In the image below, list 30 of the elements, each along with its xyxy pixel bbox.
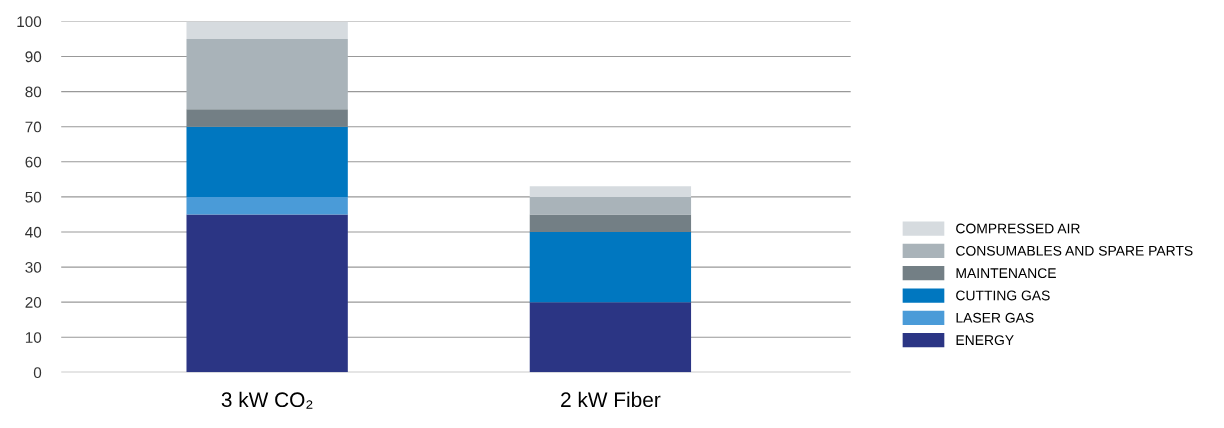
y-tick-label: 50 (25, 191, 42, 203)
y-tick-label: 80 (25, 86, 42, 98)
y-tick-label: 40 (25, 226, 42, 238)
legend-label: MAINTENANCE (956, 268, 1056, 279)
bar (529, 196, 692, 215)
legend-label: CUTTING GAS (956, 290, 1050, 301)
bar (186, 38, 348, 110)
legend-label: LASER GAS (956, 312, 1034, 323)
bar (186, 196, 348, 215)
bar (529, 231, 692, 303)
bar (529, 302, 692, 373)
y-tick-label: 10 (25, 332, 42, 343)
legend-label: ENERGY (956, 335, 1014, 346)
legend-label: COMPRESSED AIR (956, 223, 1080, 234)
bar (529, 186, 692, 197)
y-tick-label: 70 (25, 121, 42, 133)
bar (186, 109, 348, 127)
bar (186, 214, 348, 373)
y-tick-label: 100 (17, 16, 42, 28)
bar (529, 214, 692, 232)
y-tick-label: 20 (25, 297, 42, 308)
y-tick-label: 0 (33, 367, 42, 379)
bar (186, 21, 348, 39)
x-tick-label: 2 kW Fiber (561, 391, 661, 408)
bar (186, 126, 348, 197)
legend-label: CONSUMABLES AND SPARE PARTS (956, 245, 1193, 256)
x-tick-label: 3 kW CO₂ (221, 391, 313, 409)
y-tick-label: 90 (25, 51, 42, 63)
y-tick-label: 60 (25, 156, 42, 168)
y-tick-label: 30 (25, 261, 42, 273)
